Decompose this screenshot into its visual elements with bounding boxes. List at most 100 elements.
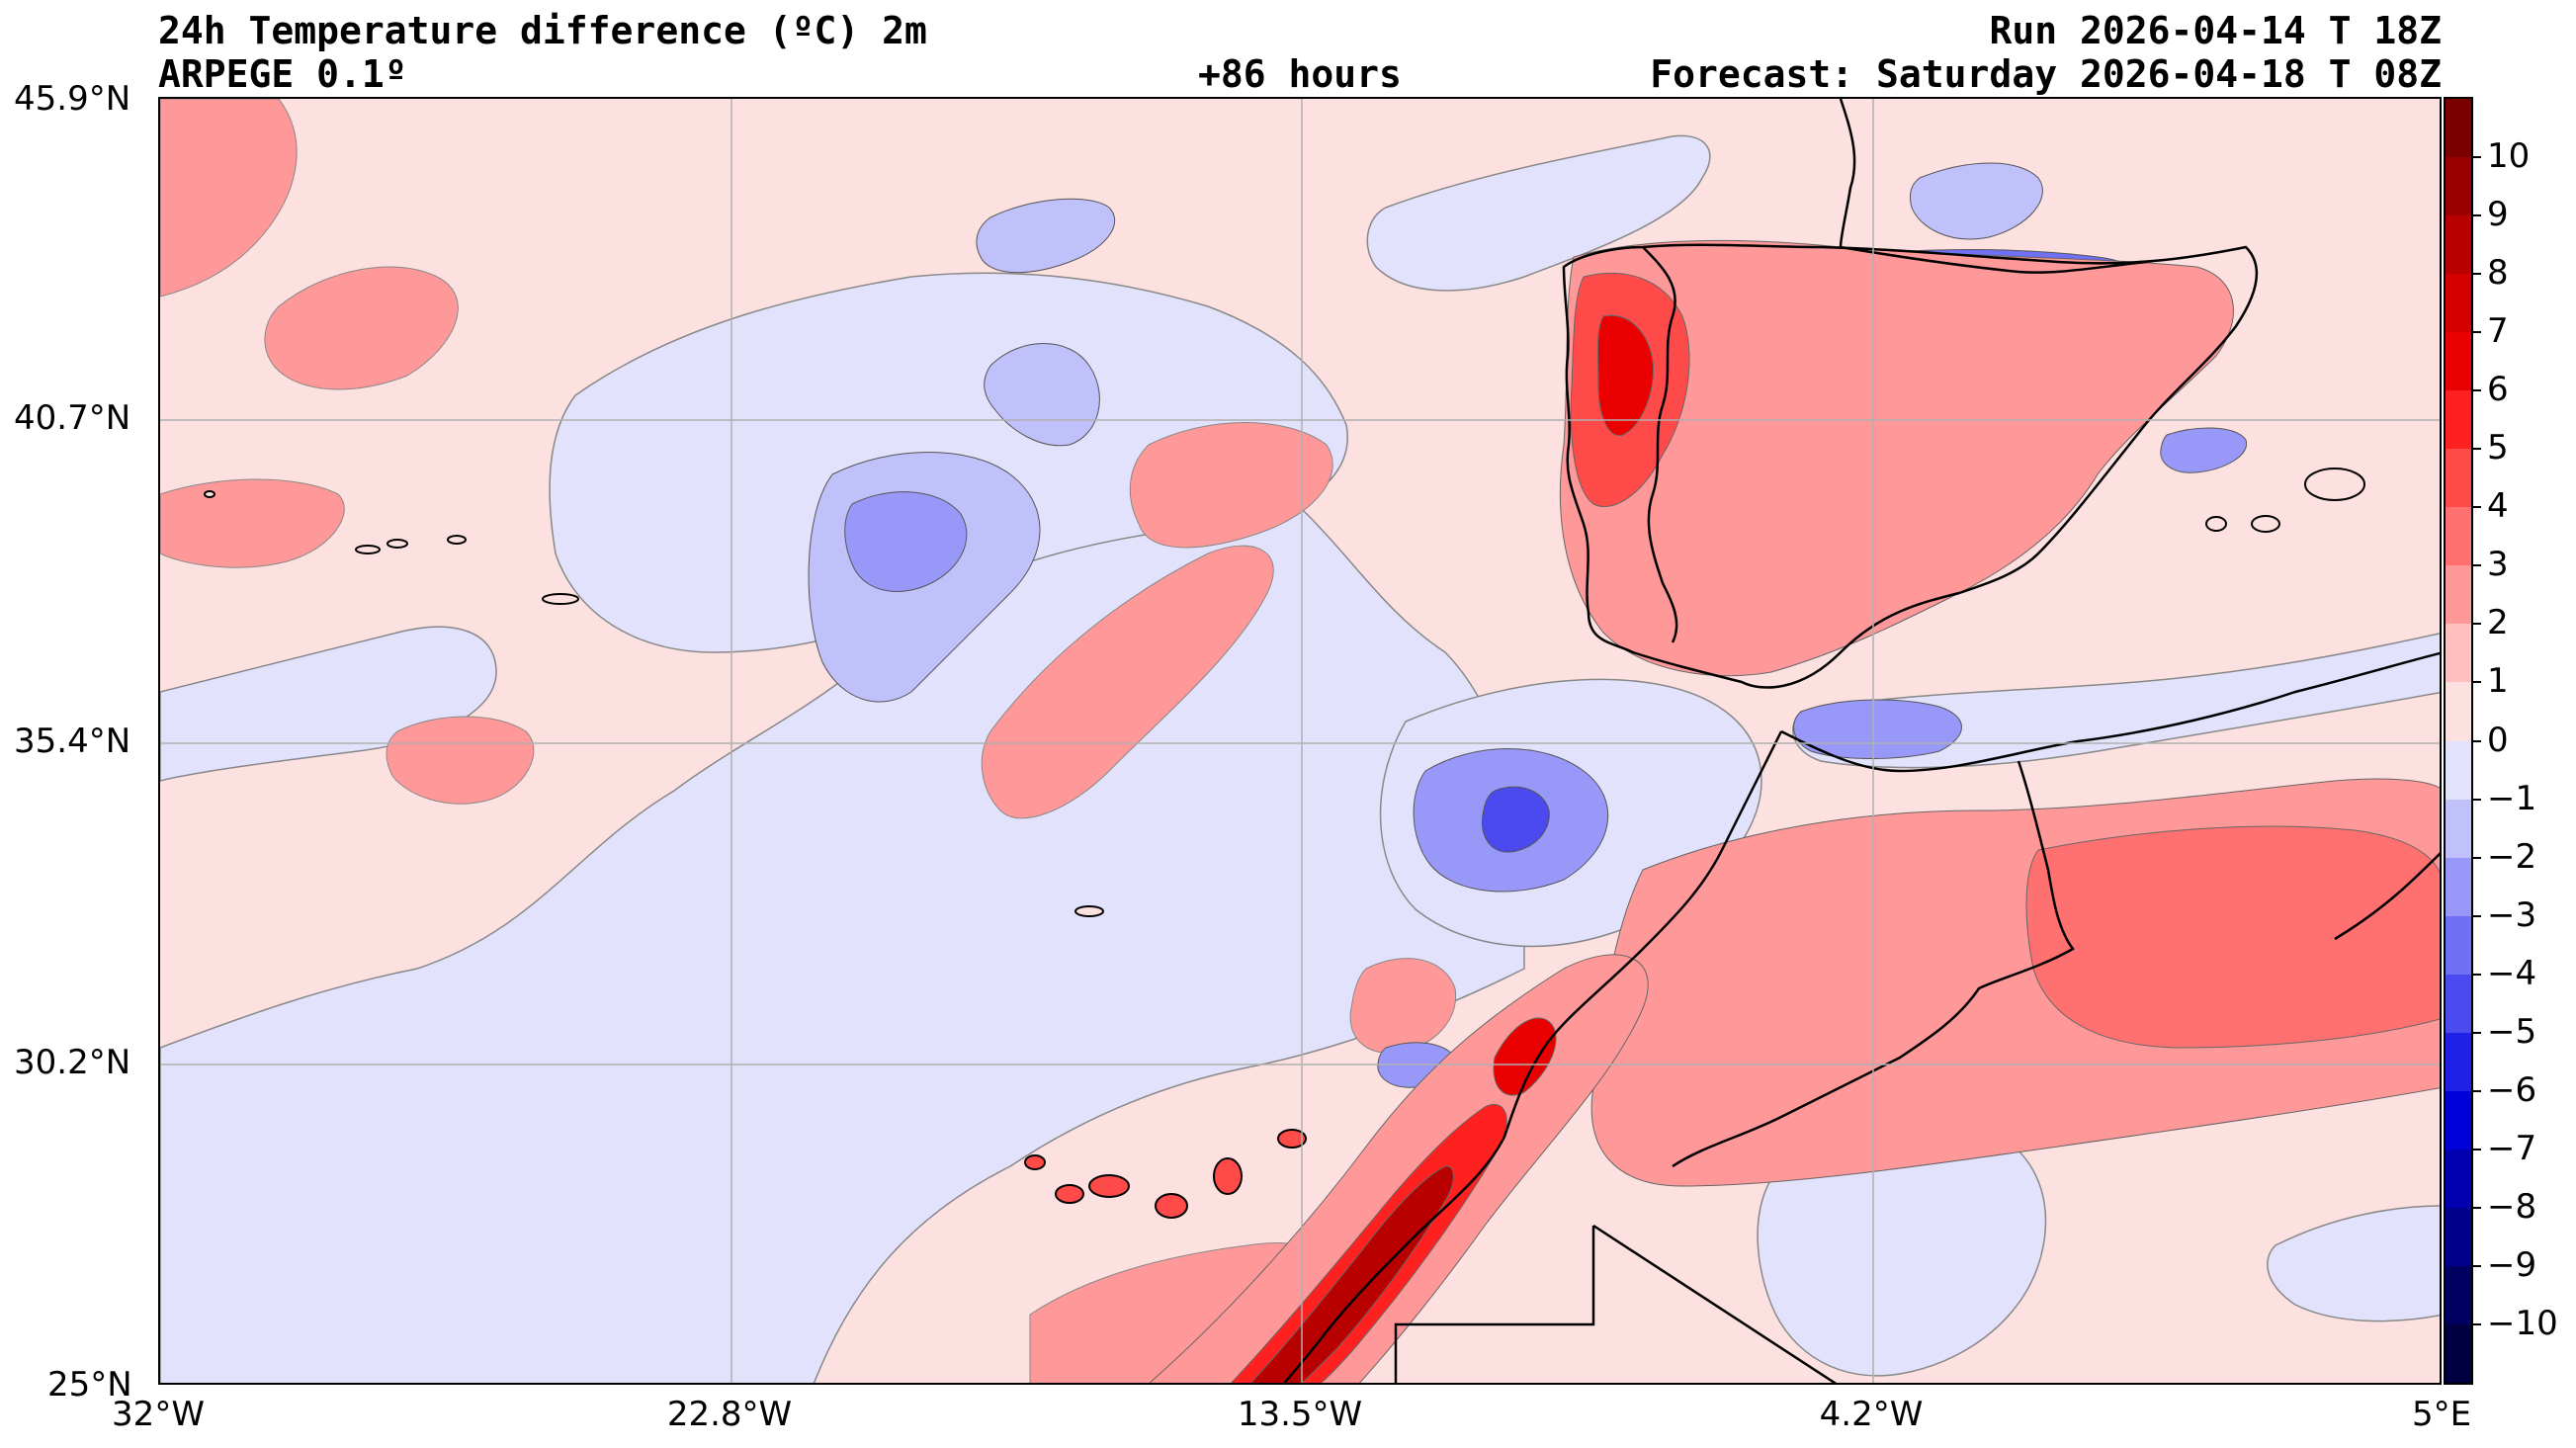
colorbar-tick-label: 7 (2487, 311, 2509, 352)
warm-patch-mid-west (386, 716, 535, 805)
colorbar-segment (2446, 1265, 2471, 1325)
map-svg (160, 99, 2440, 1383)
lat-label-40-7n: 40.7°N (14, 398, 131, 438)
colorbar-tick-label: 5 (2487, 428, 2509, 468)
colorbar-tick-label: −5 (2487, 1011, 2537, 1052)
colorbar-segment (2446, 99, 2471, 159)
western-sahara-border (1394, 1226, 1595, 1383)
north-africa-coast (1780, 651, 2440, 773)
morocco-coast-hot (1493, 1017, 1557, 1096)
cool-region-south-east (2267, 1205, 2440, 1322)
mauritania-border (1592, 1224, 1838, 1383)
cold-patch-north-atlantic-core (844, 491, 968, 592)
azores-5 (542, 593, 579, 605)
colorbar-tick-label: −4 (2487, 953, 2537, 993)
cold-patch-gibraltar-core (1481, 786, 1550, 853)
warm-patch-west (160, 478, 345, 568)
atlantic-islands (204, 468, 2365, 917)
colorbar-tick-mark (2473, 273, 2481, 276)
island-3 (1088, 1174, 1130, 1198)
colorbar-tick-label: 6 (2487, 370, 2509, 410)
colorbar-tick-mark (2473, 506, 2481, 509)
colorbar-tick-mark (2473, 1089, 2481, 1092)
france-spain-border (1840, 245, 2148, 274)
madeira (1074, 905, 1104, 917)
warm-patch-northwest (160, 99, 298, 298)
colorbar-segment (2446, 974, 2471, 1034)
colorbar-tick-mark (2473, 389, 2481, 392)
colorbar-tick-label: −10 (2487, 1303, 2558, 1343)
portugal-core (1596, 314, 1654, 437)
azores-3 (386, 539, 408, 549)
cold-patch-north (976, 198, 1116, 274)
colorbar-tick-label: 3 (2487, 545, 2509, 585)
island-2 (1055, 1184, 1084, 1204)
colorbar-tick-mark (2473, 1148, 2481, 1150)
forecast-label: Forecast: Saturday 2026-04-18 T 08Z (1650, 52, 2442, 96)
lat-label-35-4n: 35.4°N (14, 722, 131, 761)
colorbar-segment (2446, 915, 2471, 976)
morocco-algeria-border (1672, 760, 2075, 1168)
balearic-2 (2205, 516, 2227, 532)
warm-patch-nw2 (264, 266, 459, 390)
temperature-difference-map (158, 97, 2442, 1385)
azores-1 (204, 490, 215, 498)
balearic-3 (2251, 515, 2280, 533)
colorbar-tick-label: −6 (2487, 1069, 2537, 1110)
colorbar-tick-mark (2473, 739, 2481, 742)
colorbar-segment (2446, 624, 2471, 684)
colorbar-segment (2446, 1149, 2471, 1209)
colorbar-tick-label: 1 (2487, 661, 2509, 702)
colorbar-segment (2446, 1032, 2471, 1092)
warm-patch-atlantic-band (981, 545, 1274, 819)
coastlines (1283, 99, 2440, 1383)
island-1 (1024, 1154, 1046, 1170)
lat-label-45-9n: 45.9°N (14, 79, 131, 119)
cold-patch-bay-biscay (1909, 162, 2043, 240)
colorbar-segment (2446, 332, 2471, 392)
colorbar-segment (2446, 274, 2471, 334)
chart-title: 24h Temperature difference (ºC) 2m (158, 9, 927, 52)
colorbar (2444, 97, 2473, 1385)
colorbar-tick-mark (2473, 331, 2481, 334)
colorbar-tick-mark (2473, 564, 2481, 567)
cool-region-biscay (1366, 134, 1711, 292)
colorbar-tick-label: 0 (2487, 720, 2509, 760)
azores-4 (447, 535, 467, 545)
colorbar-segment (2446, 565, 2471, 626)
lon-label-5e: 5°E (2411, 1395, 2472, 1434)
colorbar-segment (2446, 390, 2471, 451)
cold-patch-valencia (2160, 427, 2248, 473)
colorbar-tick-mark (2473, 681, 2481, 684)
france-coast (1839, 99, 1856, 248)
colorbar-tick-label: 4 (2487, 486, 2509, 527)
colorbar-tick-mark (2473, 1206, 2481, 1209)
warm-patch-offshore-portugal (1129, 422, 1333, 549)
colorbar-segment (2446, 507, 2471, 567)
island-5 (1213, 1157, 1243, 1195)
colorbar-tick-mark (2473, 856, 2481, 859)
colorbar-segment (2446, 799, 2471, 859)
run-label: Run 2026-04-14 T 18Z (1989, 9, 2442, 52)
colorbar-tick-label: −7 (2487, 1128, 2537, 1168)
warm-ocean-regions (160, 99, 1457, 1383)
colorbar-segment (2446, 682, 2471, 742)
colorbar-tick-mark (2473, 1322, 2481, 1325)
morocco-atlantic-coast (1283, 730, 1783, 1383)
island-4 (1155, 1193, 1188, 1219)
colorbar-tick-mark (2473, 623, 2481, 626)
colorbar-tick-mark (2473, 156, 2481, 159)
colorbar-tick-mark (2473, 973, 2481, 976)
lon-label-4-2w: 4.2°W (1819, 1395, 1924, 1434)
lon-label-22-8w: 22.8°W (666, 1395, 793, 1434)
lat-label-30-2n: 30.2°N (14, 1043, 131, 1082)
colorbar-tick-label: −8 (2487, 1186, 2537, 1227)
colorbar-segment (2446, 215, 2471, 276)
colorbar-segment (2446, 1323, 2471, 1383)
colorbar-segment (2446, 1090, 2471, 1150)
colorbar-tick-label: −3 (2487, 894, 2537, 935)
colorbar-tick-label: −9 (2487, 1244, 2537, 1285)
lon-label-32w: 32°W (112, 1395, 205, 1434)
colorbar-tick-mark (2473, 1264, 2481, 1267)
colorbar-segment (2446, 857, 2471, 917)
